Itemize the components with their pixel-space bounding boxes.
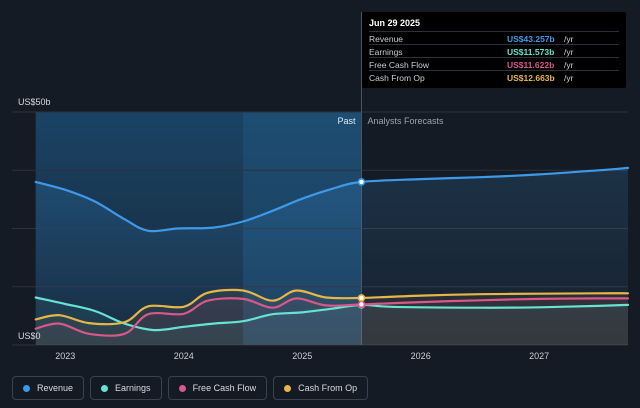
tooltip-panel: Jun 29 2025 Revenue US$43.257b /yr Earni… <box>362 12 626 88</box>
x-tick-label: 2025 <box>292 351 312 361</box>
tooltip-label: Cash From Op <box>369 73 425 83</box>
tooltip-row-earnings: Earnings US$11.573b /yr <box>369 44 619 58</box>
x-tick-label: 2024 <box>174 351 194 361</box>
tooltip-row-cash-from-op: Cash From Op US$12.663b /yr <box>369 70 619 84</box>
area-free-cash-flow <box>35 298 628 345</box>
legend-dot-icon <box>284 384 292 392</box>
tooltip-unit: /yr <box>564 60 574 70</box>
x-tick-label: 2023 <box>55 351 75 361</box>
legend-item-revenue[interactable]: Revenue <box>12 376 85 400</box>
legend-label: Revenue <box>37 383 74 393</box>
point-marker <box>357 294 366 302</box>
y-axis-top-label: US$50b <box>18 97 51 107</box>
forecast-label: Analysts Forecasts <box>367 116 444 126</box>
tooltip-label: Revenue <box>369 34 404 44</box>
legend-item-free-cash-flow[interactable]: Free Cash Flow <box>167 376 268 400</box>
tooltip-label: Free Cash Flow <box>369 60 429 70</box>
legend-dot-icon <box>178 384 186 392</box>
point-marker <box>357 300 366 309</box>
x-tick-label: 2027 <box>529 351 549 361</box>
legend-dot-icon <box>101 384 109 392</box>
area-earnings <box>35 297 628 345</box>
tooltip-value: US$11.573b <box>507 47 555 57</box>
series-line-revenue <box>34 166 630 233</box>
tooltip-value: US$11.622b <box>507 60 555 70</box>
legend-label: Free Cash Flow <box>192 383 257 393</box>
tooltip-unit: /yr <box>564 34 574 44</box>
past-label: Past <box>337 116 356 126</box>
legend-label: Cash From Op <box>298 383 358 393</box>
legend-item-earnings[interactable]: Earnings <box>90 376 162 400</box>
series-line-cash-from-op <box>34 288 630 326</box>
x-tick-label: 2026 <box>411 351 431 361</box>
tooltip-value: US$12.663b <box>507 73 555 83</box>
tooltip-row-revenue: Revenue US$43.257b /yr <box>369 31 619 45</box>
series-line-free-cash-flow <box>34 297 630 337</box>
tooltip-value: US$43.257b <box>507 34 555 44</box>
area-cash-from-op <box>35 289 628 345</box>
point-marker <box>357 178 366 186</box>
legend-item-cash-from-op[interactable]: Cash From Op <box>273 376 369 400</box>
legend-label: Earnings <box>115 383 151 393</box>
series-line-earnings <box>34 296 630 332</box>
tooltip-unit: /yr <box>564 47 574 57</box>
tooltip-date: Jun 29 2025 <box>369 18 421 28</box>
tooltip-label: Earnings <box>369 47 403 57</box>
tooltip-row-free-cash-flow: Free Cash Flow US$11.622b /yr <box>369 57 619 71</box>
y-axis-bottom-label: US$0 <box>18 331 41 341</box>
chart-legend: Revenue Earnings Free Cash Flow Cash Fro… <box>12 376 369 400</box>
tooltip-unit: /yr <box>564 73 574 83</box>
legend-dot-icon <box>23 384 30 392</box>
